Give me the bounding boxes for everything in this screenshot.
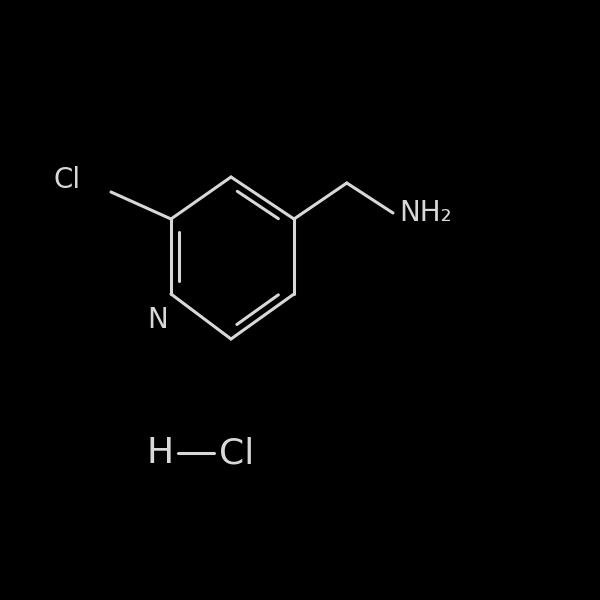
- Text: NH₂: NH₂: [399, 199, 452, 227]
- Text: Cl: Cl: [54, 166, 81, 194]
- Text: N: N: [148, 306, 168, 334]
- Text: Cl: Cl: [219, 436, 254, 470]
- Text: H: H: [147, 436, 174, 470]
